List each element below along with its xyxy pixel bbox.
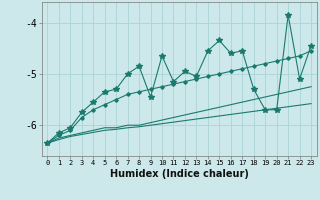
X-axis label: Humidex (Indice chaleur): Humidex (Indice chaleur) — [110, 169, 249, 179]
